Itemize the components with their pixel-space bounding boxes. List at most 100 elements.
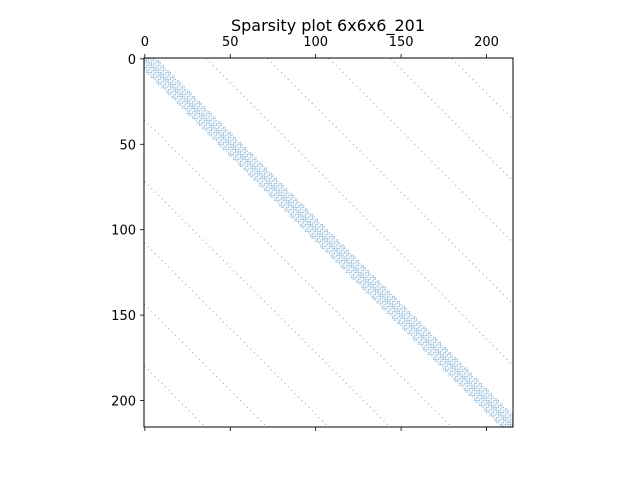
nonzero-marker <box>460 372 462 374</box>
nonzero-marker <box>219 145 221 147</box>
nonzero-marker <box>214 138 216 140</box>
nonzero-marker <box>188 410 190 412</box>
nonzero-marker <box>333 251 336 253</box>
nonzero-marker <box>485 408 488 410</box>
nonzero-marker <box>156 65 158 67</box>
nonzero-marker <box>325 246 327 248</box>
nonzero-marker <box>352 278 354 280</box>
nonzero-marker <box>313 229 315 231</box>
nonzero-marker <box>475 396 477 398</box>
nonzero-marker <box>239 145 242 147</box>
nonzero-marker <box>492 399 494 402</box>
nonzero-marker <box>161 73 163 75</box>
nonzero-marker <box>318 225 320 227</box>
nonzero-marker <box>161 87 163 89</box>
nonzero-marker <box>222 133 224 135</box>
nonzero-marker <box>272 188 274 190</box>
nonzero-marker <box>455 372 457 374</box>
nonzero-marker <box>187 107 189 109</box>
nonzero-marker <box>296 200 298 202</box>
nonzero-marker <box>253 177 255 179</box>
nonzero-marker <box>491 408 493 410</box>
nonzero-marker <box>149 71 151 74</box>
nonzero-marker <box>185 89 187 91</box>
nonzero-marker <box>274 249 276 251</box>
nonzero-marker <box>205 304 207 306</box>
nonzero-marker <box>226 133 228 135</box>
nonzero-marker <box>219 133 221 135</box>
nonzero-marker <box>354 268 356 270</box>
nonzero-marker <box>398 314 400 316</box>
nonzero-marker <box>299 205 301 207</box>
nonzero-marker <box>287 194 289 197</box>
nonzero-marker <box>246 162 248 164</box>
nonzero-marker <box>294 270 296 272</box>
nonzero-marker <box>431 99 433 101</box>
nonzero-marker <box>414 317 416 320</box>
nonzero-marker <box>504 418 506 420</box>
nonzero-marker <box>260 164 262 166</box>
nonzero-marker <box>183 94 185 96</box>
nonzero-marker <box>192 106 194 108</box>
nonzero-marker <box>407 323 409 325</box>
nonzero-marker <box>258 177 260 179</box>
nonzero-marker <box>431 335 433 337</box>
nonzero-marker <box>383 285 385 287</box>
nonzero-marker <box>465 386 467 388</box>
nonzero-marker <box>308 230 310 232</box>
nonzero-marker <box>446 369 448 371</box>
nonzero-marker <box>403 311 406 313</box>
nonzero-marker <box>207 116 209 118</box>
nonzero-marker <box>315 234 317 236</box>
nonzero-marker <box>315 224 317 226</box>
nonzero-marker <box>315 220 317 222</box>
nonzero-marker <box>164 83 166 86</box>
nonzero-marker <box>415 333 418 335</box>
nonzero-marker <box>308 224 310 226</box>
nonzero-marker <box>351 263 353 265</box>
nonzero-marker <box>460 382 462 384</box>
nonzero-marker <box>456 370 459 373</box>
nonzero-marker <box>509 177 511 179</box>
nonzero-marker <box>246 159 248 161</box>
nonzero-marker <box>378 295 380 297</box>
nonzero-marker <box>265 176 267 178</box>
nonzero-marker <box>198 106 201 108</box>
nonzero-marker <box>373 275 375 277</box>
nonzero-marker <box>229 205 231 207</box>
nonzero-marker <box>175 94 177 96</box>
nonzero-marker <box>455 362 457 364</box>
nonzero-marker <box>386 290 388 292</box>
nonzero-marker <box>176 80 178 82</box>
nonzero-marker <box>325 300 327 302</box>
nonzero-marker <box>217 133 219 135</box>
nonzero-marker <box>402 312 404 314</box>
nonzero-marker <box>347 261 349 263</box>
nonzero-marker <box>339 376 341 378</box>
nonzero-marker <box>253 174 255 176</box>
nonzero-marker <box>503 171 505 173</box>
nonzero-marker <box>263 183 265 185</box>
nonzero-marker <box>192 95 194 97</box>
nonzero-marker <box>157 60 160 62</box>
nonzero-marker <box>357 259 359 261</box>
nonzero-marker <box>386 311 388 313</box>
nonzero-marker <box>453 374 455 376</box>
nonzero-marker <box>198 119 201 121</box>
nonzero-marker <box>152 77 154 79</box>
nonzero-marker <box>298 212 300 214</box>
nonzero-marker <box>192 352 194 354</box>
nonzero-marker <box>415 331 418 333</box>
nonzero-marker <box>306 222 308 224</box>
nonzero-marker <box>216 131 218 133</box>
nonzero-marker <box>224 145 226 147</box>
nonzero-marker <box>226 148 228 150</box>
nonzero-marker <box>419 340 421 342</box>
nonzero-marker <box>296 210 298 212</box>
nonzero-marker <box>156 71 158 74</box>
nonzero-marker <box>289 194 291 197</box>
nonzero-marker <box>380 417 382 419</box>
nonzero-marker <box>475 381 477 383</box>
nonzero-marker <box>325 423 327 425</box>
